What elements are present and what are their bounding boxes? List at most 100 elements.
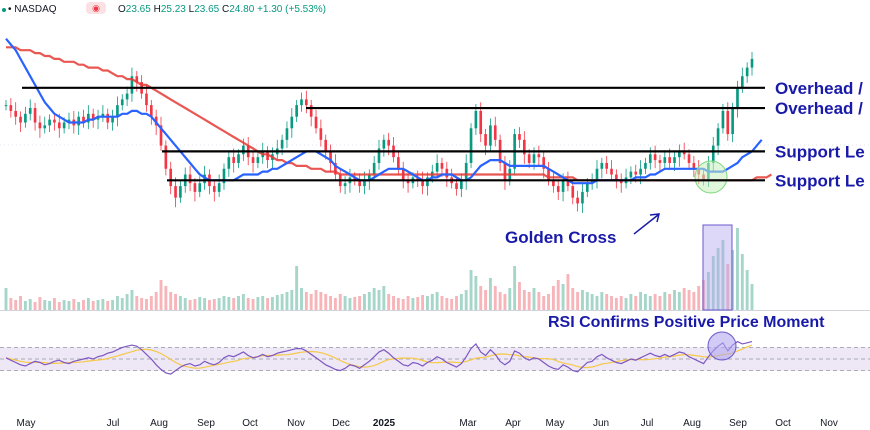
candle-body [280, 139, 284, 149]
x-tick-label: Mar [459, 418, 477, 429]
candle-body [547, 168, 550, 181]
volume-bar [324, 294, 328, 310]
candle-body [455, 183, 458, 189]
level-label: Support Le [775, 171, 865, 190]
candle-body [314, 116, 318, 129]
volume-bar [551, 286, 555, 310]
volume-bar [430, 294, 434, 310]
candle-body [745, 67, 749, 77]
candle-body [721, 110, 725, 129]
candle-body [319, 128, 323, 140]
volume-bar [658, 296, 662, 310]
volume-bar [736, 228, 739, 310]
candle-body [24, 113, 27, 123]
volume-bar [208, 300, 211, 310]
volume-bar [232, 298, 236, 310]
volume-bar [624, 298, 628, 310]
candle-body [353, 177, 357, 181]
rsi-line [5, 340, 753, 375]
volume-bar [711, 256, 715, 310]
candle-body [120, 99, 124, 106]
volume-bar [571, 288, 575, 310]
candle-body [576, 197, 579, 204]
volume-bar [677, 292, 681, 310]
volume-highlight-box [702, 224, 733, 311]
candle-body [537, 154, 541, 158]
level-label: Overhead / [775, 99, 863, 118]
volume-bar [488, 278, 492, 310]
candle-body [57, 122, 61, 129]
candle-body [590, 180, 594, 184]
volume-bar [721, 240, 725, 310]
candle-body [585, 183, 589, 192]
volume-bar [619, 296, 623, 310]
x-tick-label: Apr [505, 418, 521, 429]
eye-off-icon[interactable]: ◉ [86, 2, 106, 14]
x-tick-label: Aug [150, 418, 168, 429]
volume-bar [174, 294, 177, 310]
volume-bar [590, 294, 594, 310]
volume-bar [639, 292, 643, 310]
volume-bar [86, 298, 90, 310]
change-value: +1.30 (+5.53%) [257, 4, 326, 15]
volume-bar [149, 296, 153, 310]
candle-body [542, 157, 546, 169]
volume-bars [4, 224, 754, 311]
candle-body [53, 119, 56, 123]
moving-averages [5, 37, 772, 194]
volume-bar [91, 301, 95, 310]
candle-body [305, 99, 308, 106]
volume-bar [77, 302, 81, 310]
volume-bar [745, 270, 749, 310]
volume-bar [648, 296, 652, 310]
candle-body [615, 174, 618, 181]
volume-bar [203, 298, 207, 310]
volume-bar [445, 298, 449, 310]
volume-bar [23, 301, 27, 310]
volume-bar [115, 296, 119, 310]
candle-body [561, 180, 565, 192]
volume-bar [581, 290, 584, 310]
low-value: 23.65 [194, 4, 220, 15]
candle-body [237, 154, 240, 163]
volume-bar [4, 288, 8, 310]
status-dot-icon [2, 8, 6, 12]
x-tick-label: Aug [683, 418, 701, 429]
candle-body [290, 116, 294, 129]
candle-body [309, 105, 313, 117]
candle-body [91, 113, 95, 120]
candle-body [740, 76, 744, 88]
high-label: H [153, 4, 161, 15]
volume-bar [120, 298, 124, 310]
volume-bar [377, 290, 381, 310]
volume-bar [513, 266, 517, 310]
candle-body [212, 186, 216, 192]
volume-bar [348, 298, 352, 310]
volume-bar [9, 298, 13, 310]
volume-bar [493, 286, 497, 310]
volume-bar [425, 296, 429, 310]
candle-body [232, 157, 235, 163]
candle-body [653, 154, 657, 161]
candle-body [324, 139, 328, 152]
candle-body [489, 125, 492, 146]
candle-body [639, 168, 642, 175]
candle-body [111, 116, 114, 123]
volume-bar [329, 296, 333, 310]
annotations: Golden Cross RSI Confirms Positive Price … [505, 213, 825, 331]
volume-bar [716, 248, 720, 310]
x-tick-label: Sep [729, 418, 747, 429]
volume-bar [668, 294, 672, 310]
volume-bar [750, 284, 754, 310]
volume-bar [440, 296, 444, 310]
rsi-panel [0, 331, 870, 375]
candle-body [644, 162, 647, 169]
volume-bar [682, 288, 686, 310]
candle-body [266, 151, 269, 161]
volume-bar [406, 296, 410, 310]
volume-bar [585, 292, 589, 310]
candle-body [62, 122, 66, 129]
volume-bar [687, 290, 691, 310]
volume-bar [256, 297, 260, 310]
